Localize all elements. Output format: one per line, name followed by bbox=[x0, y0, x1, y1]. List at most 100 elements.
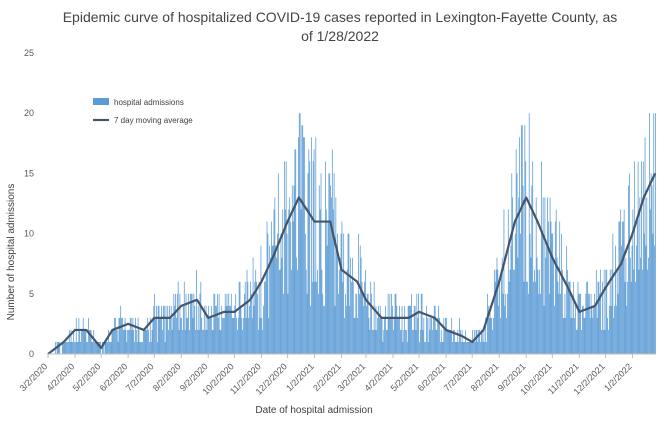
bar bbox=[572, 317, 574, 354]
bar bbox=[603, 269, 605, 354]
bar bbox=[431, 317, 433, 354]
bar bbox=[143, 329, 145, 354]
bar bbox=[280, 233, 282, 354]
bar bbox=[617, 293, 619, 354]
bar bbox=[67, 341, 68, 354]
bar bbox=[402, 341, 404, 354]
bar bbox=[141, 341, 142, 354]
bar bbox=[113, 329, 115, 354]
bar bbox=[444, 329, 446, 354]
bar bbox=[240, 305, 242, 354]
bar bbox=[503, 209, 505, 354]
bar bbox=[487, 293, 488, 354]
bar bbox=[600, 269, 602, 354]
bar bbox=[404, 305, 406, 354]
bar bbox=[580, 293, 581, 354]
bar bbox=[456, 341, 458, 354]
bar bbox=[460, 329, 461, 354]
bar bbox=[114, 317, 115, 354]
bar bbox=[466, 341, 468, 354]
bar bbox=[177, 281, 179, 354]
bar bbox=[279, 269, 281, 354]
bar bbox=[469, 341, 471, 354]
bar bbox=[361, 281, 363, 354]
bar bbox=[429, 329, 431, 354]
bar bbox=[295, 149, 297, 354]
bar bbox=[610, 305, 612, 354]
bar bbox=[263, 305, 264, 354]
bar bbox=[502, 293, 504, 354]
bar bbox=[624, 281, 626, 354]
bar bbox=[236, 317, 237, 354]
bar bbox=[425, 341, 426, 354]
bar bbox=[210, 317, 211, 354]
bar bbox=[475, 329, 477, 354]
bar bbox=[215, 305, 217, 354]
bar bbox=[75, 317, 77, 354]
bar bbox=[417, 317, 419, 354]
bar bbox=[424, 341, 426, 354]
bar bbox=[95, 341, 96, 354]
bar bbox=[269, 245, 271, 354]
bar bbox=[105, 341, 107, 354]
bar bbox=[203, 329, 204, 354]
bar bbox=[200, 281, 202, 354]
bar bbox=[245, 317, 247, 354]
y-tick-label: 0 bbox=[29, 349, 34, 359]
bar bbox=[453, 329, 454, 354]
bar bbox=[204, 329, 206, 354]
bar bbox=[555, 209, 557, 354]
bar bbox=[554, 221, 556, 354]
bar bbox=[636, 221, 638, 354]
bar bbox=[210, 305, 212, 354]
bar bbox=[407, 305, 409, 354]
bar bbox=[609, 269, 611, 354]
bar bbox=[175, 293, 176, 354]
bar bbox=[586, 281, 588, 354]
bar bbox=[160, 317, 162, 354]
bar bbox=[331, 197, 332, 354]
bar bbox=[550, 221, 552, 354]
bar bbox=[552, 233, 554, 354]
bar bbox=[420, 293, 422, 354]
bar bbox=[256, 281, 257, 354]
bar bbox=[608, 305, 610, 354]
bar bbox=[381, 317, 383, 354]
bar bbox=[329, 173, 331, 354]
bar bbox=[156, 305, 157, 354]
bar bbox=[145, 329, 147, 354]
bar bbox=[388, 317, 390, 354]
bar bbox=[260, 245, 262, 354]
bar bbox=[247, 281, 249, 354]
bar bbox=[635, 245, 637, 354]
bar bbox=[65, 341, 67, 354]
bar bbox=[364, 281, 365, 354]
bar bbox=[650, 173, 652, 354]
bar bbox=[500, 269, 502, 354]
bar bbox=[506, 317, 507, 354]
bar bbox=[189, 329, 190, 354]
bar bbox=[231, 317, 233, 354]
bar bbox=[601, 281, 603, 354]
bar bbox=[530, 257, 532, 354]
bar bbox=[241, 317, 243, 354]
bar bbox=[517, 257, 519, 354]
bar bbox=[538, 293, 540, 354]
y-axis-title: Number of hospital admissions bbox=[6, 184, 17, 321]
bar bbox=[366, 293, 368, 354]
bar bbox=[313, 149, 315, 354]
bar bbox=[57, 341, 59, 354]
bar bbox=[270, 221, 272, 354]
bar bbox=[547, 221, 549, 354]
bar bbox=[440, 329, 442, 354]
bar bbox=[322, 293, 324, 354]
bar bbox=[485, 317, 487, 354]
bar bbox=[470, 341, 472, 354]
bar bbox=[590, 293, 592, 354]
bar bbox=[350, 257, 352, 354]
bar bbox=[250, 281, 251, 354]
bar bbox=[64, 341, 66, 354]
bar bbox=[83, 329, 85, 354]
x-tick-label: 5/2/2020 bbox=[71, 361, 103, 393]
bar bbox=[493, 317, 494, 354]
